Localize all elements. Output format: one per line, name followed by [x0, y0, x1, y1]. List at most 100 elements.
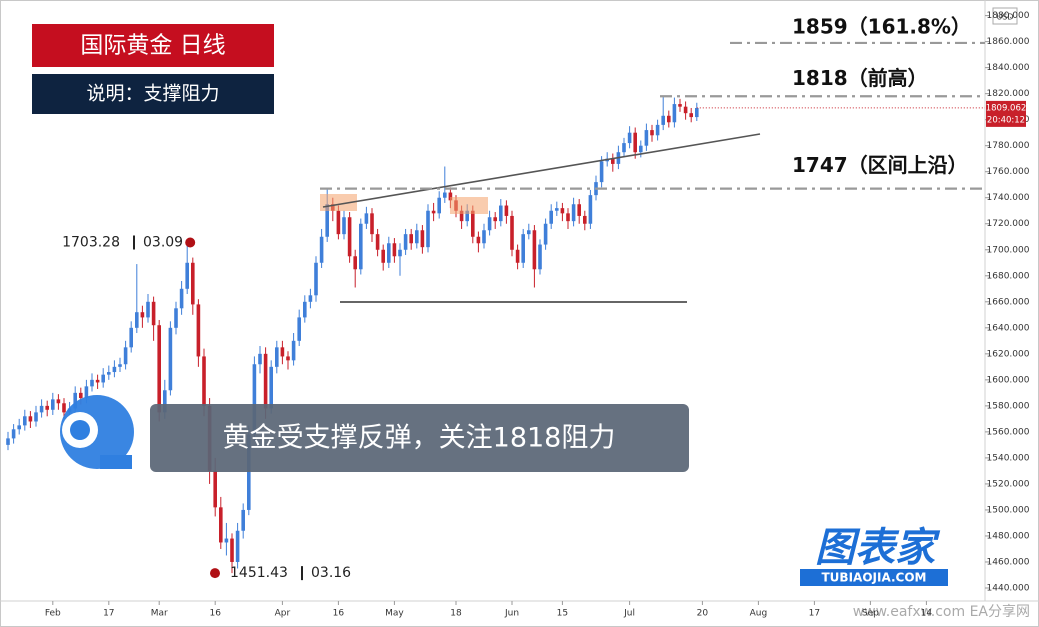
candle-body — [465, 210, 469, 222]
marker-date: 03.16 — [311, 565, 351, 581]
candle-body — [168, 327, 173, 391]
candle-body — [375, 234, 380, 250]
candle-body — [135, 312, 139, 328]
y-tick-label: 1600.000 — [987, 375, 1030, 385]
logo-text: 图表家 — [815, 525, 941, 571]
candle-body — [398, 249, 402, 257]
candle-body — [689, 113, 693, 118]
candle-body — [269, 366, 273, 409]
candle-body — [409, 234, 413, 244]
candle-body — [129, 327, 133, 348]
candle-body — [695, 107, 699, 118]
marker-dot — [210, 568, 220, 579]
chart-title: 国际黄金 日线 — [80, 33, 225, 59]
candle-body — [510, 215, 514, 250]
candle-body — [527, 230, 531, 235]
x-tick-label: Jun — [504, 609, 519, 619]
candle-body — [667, 115, 671, 123]
trend-line — [322, 133, 761, 208]
candle-body — [426, 210, 430, 248]
candle-body — [84, 386, 89, 399]
candle-body — [202, 356, 206, 406]
candle-body — [196, 304, 201, 357]
candle-body — [487, 217, 492, 231]
candle-body — [258, 353, 262, 365]
candle-body — [437, 197, 441, 214]
x-tick-label: 17 — [103, 609, 114, 619]
candle-body — [672, 104, 677, 123]
highlight-box — [450, 197, 488, 214]
candle-body — [291, 340, 296, 361]
price-ticks: 1440.000 1460.000 1480.000 1500.000 1520.000… — [985, 11, 1030, 593]
candle-body — [543, 223, 548, 245]
candle-body — [448, 192, 453, 201]
y-tick-label: 1720.000 — [987, 219, 1030, 229]
candle-body — [90, 379, 94, 387]
y-tick-label: 1640.000 — [987, 323, 1030, 333]
candle-body — [622, 143, 626, 153]
candle-body — [381, 249, 385, 263]
candle-body — [549, 210, 553, 224]
candle-body — [252, 364, 257, 435]
candle-body — [521, 234, 525, 263]
annotation-banner — [150, 404, 689, 472]
x-tick-label: 16 — [209, 609, 221, 619]
candle-body — [151, 301, 156, 326]
x-tick-label: Jul — [623, 609, 635, 619]
candle-body — [342, 217, 346, 235]
candle-body — [45, 405, 49, 410]
logo-url: TUBIAOJIA.COM — [822, 571, 927, 585]
watermark: www.eafxw.com EA分享网 — [853, 603, 1030, 620]
x-tick-label: 14 — [921, 609, 933, 619]
candle-body — [112, 366, 117, 373]
candle-body — [347, 217, 352, 257]
markers: 1703.28 03.09 1451.43 03.16 — [62, 234, 351, 581]
candle-body — [219, 507, 223, 543]
candle-body — [683, 106, 688, 114]
candle-body — [611, 158, 615, 164]
candle-body — [633, 132, 637, 153]
logo-bar — [800, 569, 948, 586]
candle-body — [471, 210, 475, 237]
candle-body — [566, 213, 570, 222]
candle-body — [571, 204, 576, 222]
candle-body — [107, 372, 111, 375]
candle-body — [308, 295, 313, 302]
y-tick-label: 1580.000 — [987, 401, 1030, 411]
candle-body — [644, 130, 649, 146]
marker-price: 1451.43 — [230, 565, 288, 581]
candle-body — [263, 353, 268, 409]
candle-body — [56, 399, 61, 404]
marker-price: 1703.28 — [62, 234, 120, 250]
candle-body — [163, 390, 167, 413]
candle-body — [275, 347, 279, 367]
candle-body — [627, 132, 632, 144]
candle-body — [241, 509, 245, 531]
x-tick-label: 15 — [557, 609, 568, 619]
candle-body — [577, 204, 581, 216]
x-tick-label: 16 — [333, 609, 345, 619]
candle-body — [6, 438, 10, 445]
candle-body — [504, 205, 509, 216]
candle-body — [213, 470, 217, 508]
level-label: 1859（161.8%） — [792, 14, 971, 38]
candle-body — [146, 301, 150, 318]
candle-body — [34, 412, 38, 422]
candle-body — [364, 213, 369, 224]
candle-body — [336, 210, 341, 235]
candle-body — [140, 312, 145, 318]
last-price: 1809.062 20:40:12 — [696, 100, 1026, 127]
candle-body — [230, 538, 234, 562]
candle-body — [650, 130, 654, 136]
candle-body — [588, 195, 593, 224]
candle-body — [101, 374, 105, 383]
currency: USD — [996, 13, 1013, 22]
candle-body — [247, 434, 251, 510]
candle-body — [661, 115, 665, 125]
currency-box — [992, 7, 1018, 25]
candle-body — [415, 230, 419, 244]
x-tick-label: Feb — [45, 609, 61, 619]
annotation: 黄金受支撑反弹，关注1818阻力 — [223, 423, 616, 454]
candle-body — [655, 124, 660, 136]
